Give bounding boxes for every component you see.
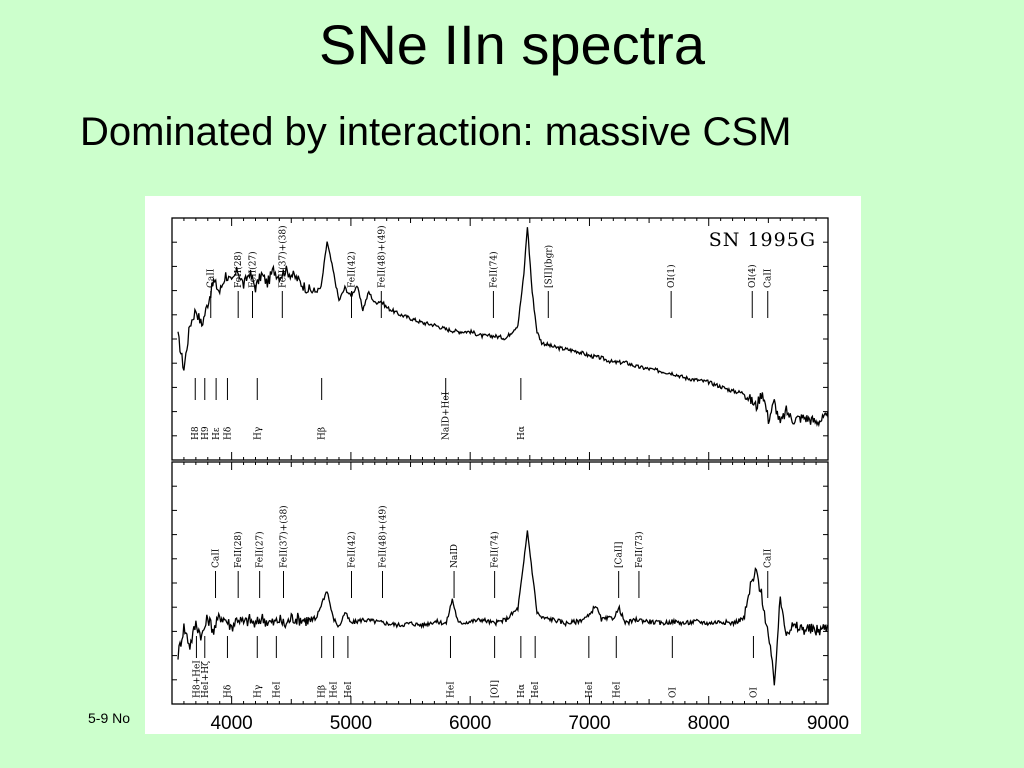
line-id-label: FeII(73): [634, 531, 645, 568]
line-id-label: NaID: [450, 544, 460, 568]
line-id-label: [CaII]: [615, 542, 625, 568]
line-id-label: Hβ: [318, 427, 328, 440]
line-id-label: H8: [191, 426, 201, 440]
line-id-label: HeI+Hζ: [201, 661, 211, 698]
line-id-label: FeII(48)+(49): [376, 225, 387, 288]
spectrum-line-1: [177, 227, 829, 428]
line-id-label: OI(4): [747, 264, 758, 288]
line-id-label: Hδ: [223, 427, 233, 440]
line-id-label: CaII: [764, 268, 774, 288]
line-id-label: FeII(48)+(49): [377, 505, 388, 568]
line-id-label: Hγ: [253, 685, 263, 698]
line-id-label: FeII(27): [255, 531, 266, 568]
x-tick-label: 9000: [807, 713, 849, 734]
line-id-label: H9: [201, 426, 211, 440]
panel-frame-2: [171, 461, 829, 705]
line-id-label: H8+HeI: [192, 660, 202, 698]
line-id-label: FeII(27): [247, 251, 258, 288]
line-id-label: CaII: [764, 548, 774, 568]
line-id-label: HeI: [531, 681, 541, 698]
line-id-label: OI: [668, 687, 678, 698]
chart-title: SN 1995G: [709, 229, 816, 251]
x-tick-label: 7000: [568, 713, 610, 734]
line-id-label: HeI: [446, 681, 456, 698]
line-id-label: FeII(74): [490, 531, 501, 568]
line-id-label: Hα: [517, 426, 527, 440]
line-id-label: FeII(28): [233, 531, 244, 568]
line-id-label: HeI: [330, 681, 340, 698]
line-id-label: FeII(74): [488, 251, 499, 288]
line-id-label: [SII](bgr): [543, 245, 554, 288]
line-id-label: OI(1): [666, 264, 677, 288]
line-id-label: NaID+HeI: [442, 391, 452, 440]
line-id-label: HeI: [612, 681, 622, 698]
line-id-label: Hδ: [223, 685, 233, 698]
line-id-label: Hβ: [318, 685, 328, 698]
line-id-label: FeII(37)+(38): [277, 225, 288, 288]
line-id-label: FeII(37)+(38): [279, 505, 290, 568]
line-id-label: Hε: [212, 427, 222, 440]
line-id-label: FeII(42): [346, 251, 357, 288]
line-id-label: CaII: [207, 268, 217, 288]
line-id-label: Hα: [517, 684, 527, 698]
spectra-figure: SN 1995G CaII FeII(28) FeII(27) FeII(37)+(38…: [145, 196, 861, 734]
x-tick-label: 6000: [449, 713, 491, 734]
line-id-label: [OI]: [491, 680, 501, 698]
line-id-label: OI: [749, 687, 759, 698]
line-id-label: CaII: [212, 548, 222, 568]
line-id-label: FeII(42): [346, 531, 357, 568]
spectrum-line-2: [177, 530, 829, 686]
line-id-label: HeI: [344, 681, 354, 698]
slide-title: SNe IIn spectra: [319, 13, 705, 76]
x-tick-label: 4000: [210, 713, 252, 734]
x-tick-label: 8000: [688, 713, 730, 734]
panel-frame-1: [171, 217, 829, 461]
line-id-label: FeII(28): [233, 251, 244, 288]
slide-subtitle: Dominated by interaction: massive CSM: [80, 110, 792, 154]
x-tick-label: 5000: [330, 713, 372, 734]
line-id-label: Hγ: [253, 427, 263, 440]
line-id-label: HeI: [272, 681, 282, 698]
footer-date: 5-9 No: [88, 710, 131, 726]
line-id-label: HeI: [585, 681, 595, 698]
